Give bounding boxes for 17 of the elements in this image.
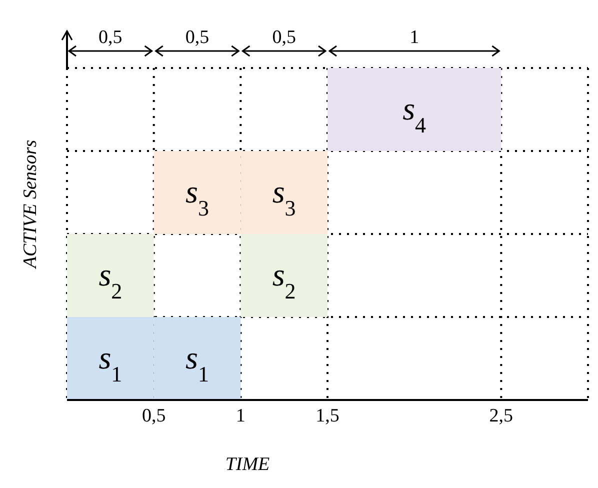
series-label: s$_{1}$ xyxy=(186,340,209,386)
series-label: s$_{4}$ xyxy=(402,90,426,137)
x-tick-label: 1,5 xyxy=(316,405,340,426)
series-label: s$_{2}$ xyxy=(272,256,296,303)
text: 1 xyxy=(410,27,420,48)
x-tick-label: 0,5 xyxy=(142,405,166,426)
series-label: s$_{3}$ xyxy=(186,174,209,220)
text: 0,5 xyxy=(185,27,210,48)
text: 0,5 xyxy=(272,27,296,48)
series-label: s$_{3}$ xyxy=(272,174,296,220)
text: 0,5 xyxy=(98,27,122,48)
x-tick-label: 2,5 xyxy=(489,405,514,426)
series-label: s$_{1}$ xyxy=(98,340,122,386)
y-axis-title: ACTIVE Sensors xyxy=(20,140,41,270)
x-axis-title: TIME xyxy=(225,454,270,475)
series-label: s$_{2}$ xyxy=(98,256,122,303)
x-tick-label: 1 xyxy=(236,405,246,426)
